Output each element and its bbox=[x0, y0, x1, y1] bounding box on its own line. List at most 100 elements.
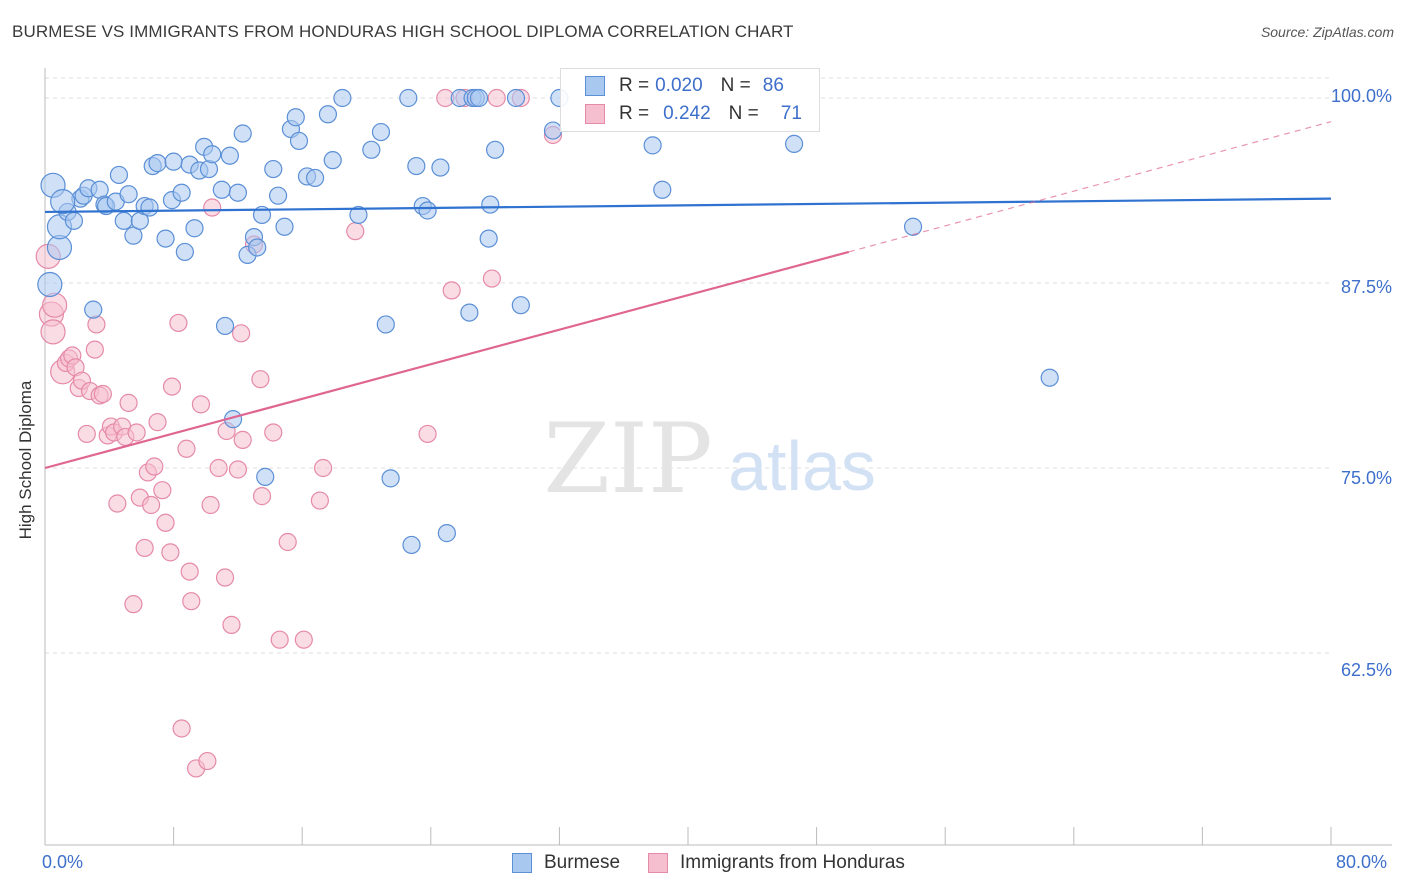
watermark-atlas: atlas bbox=[728, 427, 876, 505]
burmese-point bbox=[286, 108, 305, 127]
burmese-point bbox=[381, 469, 400, 488]
honduras-point bbox=[310, 491, 329, 510]
watermark: ZIP atlas bbox=[543, 403, 876, 515]
honduras-point bbox=[42, 292, 68, 318]
honduras-point bbox=[172, 719, 191, 738]
honduras-point bbox=[124, 595, 143, 614]
honduras-point bbox=[141, 495, 161, 515]
burmese-point bbox=[164, 152, 183, 171]
y-tick-100: 100.0% bbox=[1330, 86, 1392, 106]
series-legend: Burmese Immigrants from Honduras bbox=[512, 852, 933, 874]
honduras-point bbox=[85, 340, 104, 359]
burmese-swatch bbox=[585, 76, 605, 96]
honduras-point bbox=[264, 423, 283, 442]
legend-item-honduras[interactable]: Immigrants from Honduras bbox=[648, 852, 905, 874]
y-tick-62-5: 62.5% bbox=[1340, 660, 1392, 680]
honduras-point bbox=[161, 543, 180, 562]
burmese-point bbox=[172, 183, 191, 202]
burmese-point bbox=[371, 122, 391, 142]
burmese-point bbox=[185, 219, 204, 238]
honduras-point bbox=[156, 513, 175, 532]
burmese-point bbox=[323, 151, 342, 170]
burmese-swatch bbox=[512, 853, 532, 873]
burmese-point bbox=[486, 140, 505, 159]
burmese-point bbox=[1040, 368, 1059, 387]
burmese-point bbox=[653, 180, 672, 199]
legend-label-honduras: Immigrants from Honduras bbox=[680, 852, 905, 873]
honduras-point bbox=[87, 315, 106, 334]
honduras-swatch bbox=[648, 853, 669, 873]
honduras-point bbox=[40, 319, 66, 345]
burmese-point bbox=[903, 217, 923, 236]
honduras-point bbox=[442, 281, 461, 300]
r-label: R = bbox=[619, 103, 650, 124]
burmese-point bbox=[215, 316, 235, 336]
honduras-point bbox=[180, 562, 199, 581]
watermark-zip: ZIP bbox=[543, 403, 712, 515]
n-label: N = bbox=[720, 75, 751, 96]
burmese-point bbox=[148, 154, 167, 173]
burmese-point bbox=[460, 303, 479, 322]
burmese-point bbox=[399, 88, 418, 108]
burmese-point bbox=[479, 229, 498, 248]
burmese-point bbox=[784, 134, 804, 153]
burmese-point bbox=[233, 124, 252, 143]
burmese-point bbox=[220, 146, 239, 165]
legend-item-burmese[interactable]: Burmese bbox=[512, 852, 620, 874]
honduras-point bbox=[145, 457, 164, 476]
burmese-point bbox=[305, 168, 325, 188]
honduras-point bbox=[162, 377, 182, 396]
honduras-point bbox=[294, 630, 313, 649]
honduras-point bbox=[108, 494, 127, 513]
honduras-point bbox=[135, 538, 154, 558]
correlation-legend: R = 0.020 N = 86 R = 0.242 N = 71 bbox=[560, 68, 820, 132]
n-value-honduras: 71 bbox=[780, 103, 802, 124]
honduras-point bbox=[487, 88, 506, 108]
honduras-point bbox=[148, 413, 167, 432]
axes bbox=[44, 68, 1392, 846]
legend-row-honduras: R = 0.242 N = 71 bbox=[585, 101, 802, 127]
burmese-point bbox=[543, 121, 563, 140]
honduras-point bbox=[270, 630, 289, 649]
burmese-point bbox=[156, 229, 175, 248]
honduras-swatch bbox=[585, 104, 605, 124]
burmese-point bbox=[50, 189, 76, 215]
burmese-point bbox=[203, 145, 222, 164]
honduras-point bbox=[418, 424, 437, 444]
burmese-point bbox=[275, 217, 294, 236]
burmese-point bbox=[437, 524, 456, 543]
honduras-point bbox=[346, 222, 365, 241]
honduras-point bbox=[222, 615, 241, 634]
honduras-point bbox=[182, 592, 201, 611]
burmese-point bbox=[349, 205, 368, 225]
burmese-point bbox=[418, 201, 437, 220]
source-label: Source: ZipAtlas.com bbox=[1260, 24, 1394, 40]
r-value-honduras: 0.242 bbox=[663, 103, 711, 124]
burmese-point bbox=[199, 159, 219, 179]
r-value-burmese: 0.020 bbox=[655, 75, 703, 96]
burmese-point bbox=[109, 165, 129, 185]
honduras-point bbox=[215, 568, 235, 587]
grid-lines bbox=[45, 77, 1331, 654]
burmese-point bbox=[469, 88, 489, 108]
burmese-point bbox=[264, 159, 283, 179]
x-tick-min: 0.0% bbox=[42, 852, 84, 872]
burmese-point bbox=[481, 195, 500, 214]
honduras-point bbox=[77, 424, 96, 444]
y-axis-label: High School Diploma bbox=[16, 380, 35, 540]
honduras-point bbox=[233, 430, 252, 449]
honduras-point bbox=[191, 395, 211, 414]
legend-label-burmese: Burmese bbox=[544, 852, 621, 873]
honduras-point bbox=[313, 458, 333, 478]
y-tick-75: 75.0% bbox=[1340, 468, 1392, 488]
r-label: R = bbox=[619, 75, 650, 96]
x-tick-max: 80.0% bbox=[1336, 852, 1388, 872]
honduras-point bbox=[127, 423, 146, 442]
honduras-point bbox=[93, 384, 112, 404]
honduras-point bbox=[119, 393, 138, 412]
burmese-point bbox=[511, 296, 530, 315]
burmese-point bbox=[140, 198, 159, 217]
honduras-point bbox=[169, 313, 188, 333]
burmese-point bbox=[256, 467, 275, 486]
honduras-point bbox=[251, 370, 270, 389]
